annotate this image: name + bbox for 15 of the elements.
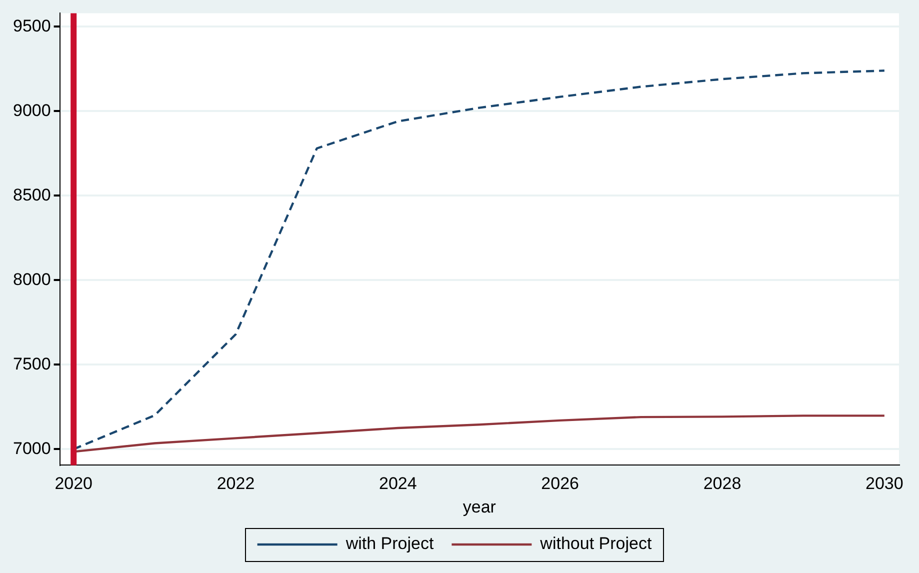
x-axis-title: year [462, 497, 496, 516]
y-tick-label: 9000 [12, 100, 51, 120]
y-tick-label: 8000 [12, 270, 51, 289]
x-tick-label: 2024 [379, 474, 417, 494]
x-tick-label: 2022 [216, 474, 255, 494]
x-tick-label: 2030 [865, 474, 904, 494]
legend-label: without Project [539, 534, 652, 554]
y-tick-label: 7500 [12, 354, 51, 374]
y-tick-label: 7000 [12, 438, 51, 458]
x-tick-label: 2026 [541, 474, 579, 494]
y-tick-label: 8500 [12, 185, 51, 204]
x-tick-label: 2028 [703, 474, 742, 494]
x-tick-label: 2020 [54, 474, 93, 494]
y-tick-label: 9500 [12, 16, 51, 36]
legend-label: with Project [344, 534, 434, 554]
